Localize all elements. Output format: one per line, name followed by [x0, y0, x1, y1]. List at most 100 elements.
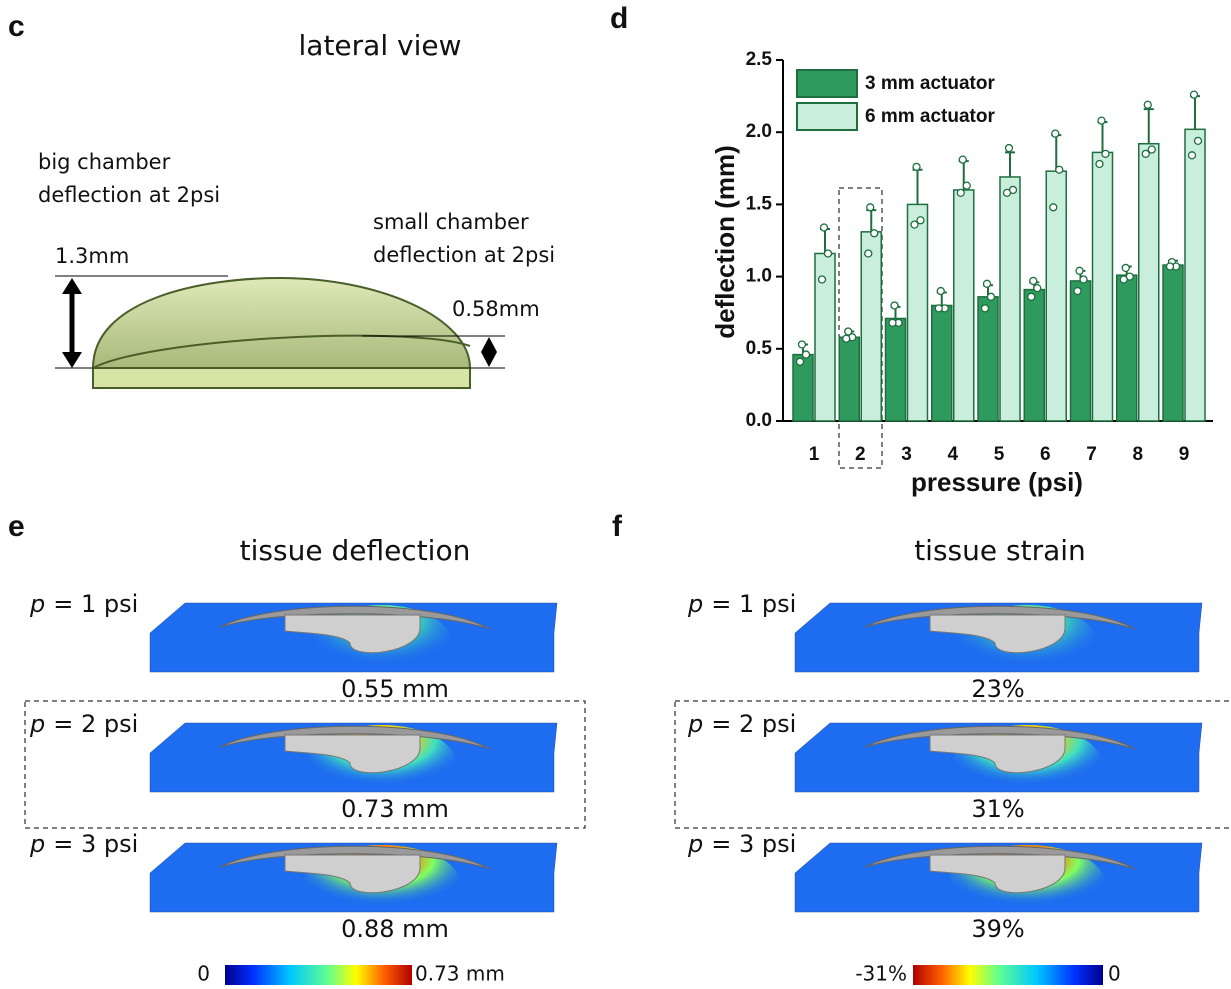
data-point	[980, 304, 990, 313]
row-label: p = 1 psi	[29, 590, 138, 618]
value-label: 23%	[971, 675, 1024, 703]
diagram	[55, 275, 505, 389]
highlight-box	[674, 700, 1231, 829]
label: = 3 psi	[53, 830, 138, 858]
data-point	[866, 203, 875, 212]
data-point	[1187, 151, 1197, 160]
variable: p	[29, 710, 45, 738]
row-label: p = 3 psi	[29, 830, 138, 858]
label: = 1 psi	[711, 590, 796, 618]
y-tick-label: 0.5	[746, 338, 773, 359]
actuator	[929, 734, 1066, 774]
x-tick-label: 5	[994, 444, 1005, 465]
data-point	[1193, 136, 1203, 146]
data-point	[817, 275, 827, 284]
x-axis-title: pressure (psi)	[911, 467, 1083, 497]
error-bar	[866, 209, 877, 232]
error-bar	[1190, 95, 1200, 130]
y-tick-label: 2.0	[746, 121, 772, 142]
data-point	[1143, 100, 1152, 109]
x-tick-label: 1	[809, 444, 820, 465]
panel-letter: d	[610, 2, 628, 35]
colorbar-label: 0.73 mm	[415, 962, 505, 986]
bar	[1184, 128, 1206, 422]
data-point	[1121, 263, 1130, 273]
data-point	[844, 327, 853, 336]
data-point	[864, 249, 873, 258]
data-point	[1051, 129, 1060, 138]
bar	[838, 336, 860, 422]
data-point	[1033, 284, 1042, 293]
legend-label: 6 mm actuator	[865, 106, 995, 127]
simulations: e tissue deflection p = 1 psi 0.55 mm p = 2 ps…	[8, 510, 1231, 986]
bar	[931, 304, 953, 422]
data-point	[916, 216, 925, 225]
row-label: p = 2 psi	[29, 710, 138, 738]
data-point	[1049, 203, 1058, 212]
panel-letter: c	[8, 10, 25, 43]
label: deflection at 2psi	[373, 243, 555, 267]
data-point	[1002, 188, 1012, 197]
label: small chamber	[373, 210, 529, 234]
x-tick-label: 8	[1132, 444, 1143, 465]
value-label: 0.88 mm	[341, 915, 449, 943]
data-point	[936, 286, 945, 296]
data-point	[801, 350, 811, 359]
y-tick-label: 2.5	[746, 49, 773, 70]
panel-title: tissue strain	[914, 534, 1086, 567]
x-tick-label: 3	[901, 444, 912, 465]
row-label: p = 2 psi	[687, 710, 796, 738]
bar	[1091, 151, 1114, 422]
value-label: 0.73 mm	[341, 795, 449, 823]
legend-swatch	[796, 69, 858, 98]
bar	[1116, 274, 1138, 422]
x-tick-label: 4	[947, 444, 958, 465]
data-point	[912, 162, 921, 172]
error-bar	[1005, 151, 1015, 177]
x-tick-label: 9	[1179, 444, 1190, 465]
error-bar	[1097, 121, 1108, 153]
data-point	[1097, 116, 1106, 125]
colorbar	[913, 965, 1103, 985]
highlight-box	[24, 700, 586, 829]
x-tick-label: 6	[1040, 444, 1051, 465]
data-point	[870, 229, 879, 238]
data-point	[823, 249, 833, 258]
data-point	[956, 188, 965, 197]
legend-label: 3 mm actuator	[865, 73, 995, 94]
variable: p	[687, 830, 703, 858]
panel-title: lateral view	[299, 29, 462, 62]
x-tick-label: 2	[855, 444, 866, 465]
label: = 3 psi	[711, 830, 796, 858]
data-point	[1073, 286, 1082, 296]
bar-chart: d pressure (psi) deflection (mm) 0.0 0.5 1…	[610, 2, 1213, 497]
bar	[999, 176, 1021, 422]
panel-title: tissue deflection	[240, 534, 471, 567]
bar	[906, 203, 929, 422]
bar	[1138, 143, 1160, 422]
actuator	[284, 734, 421, 774]
legend-swatch	[796, 102, 858, 131]
label: 1.3mm	[55, 244, 129, 268]
label: deflection at 2psi	[38, 183, 220, 207]
value-label: 31%	[971, 795, 1024, 823]
data-point	[842, 334, 851, 343]
data-point	[1141, 149, 1150, 159]
colorbar-label: -31%	[855, 962, 907, 986]
label: = 2 psi	[53, 710, 138, 738]
data-point	[1055, 165, 1064, 174]
y-tick-label: 1.5	[746, 193, 773, 214]
colorbar-label: 0	[197, 962, 210, 986]
colorbar	[225, 965, 412, 985]
data-point	[934, 304, 943, 313]
data-point	[1165, 262, 1175, 271]
data-point	[982, 279, 992, 288]
label: big chamber	[38, 150, 171, 174]
data-point	[1079, 275, 1088, 284]
label: = 2 psi	[711, 710, 796, 738]
data-point	[1119, 275, 1128, 284]
row-label: p = 1 psi	[687, 590, 796, 618]
bar	[953, 189, 975, 422]
bar	[1162, 264, 1184, 422]
error-bar	[1143, 108, 1154, 144]
